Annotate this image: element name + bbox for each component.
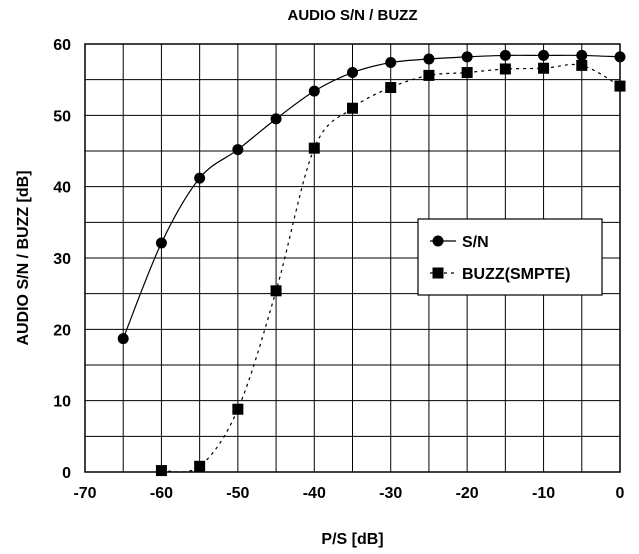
x-tick-label: -10 [532,485,555,502]
x-tick-label: -20 [456,485,479,502]
data-point [538,49,550,61]
data-point [308,142,320,154]
y-tick-label: 20 [53,322,71,339]
legend-label: BUZZ(SMPTE) [462,266,570,283]
data-point [385,82,397,94]
legend-box [417,218,603,296]
chart-title: AUDIO S/N / BUZZ [288,7,418,24]
x-tick-label: -70 [73,485,96,502]
legend-marker [432,267,444,279]
data-point [499,49,511,61]
legend-label: S/N [462,234,489,251]
data-point [232,144,244,156]
data-point [423,69,435,81]
legend-marker [432,235,444,247]
data-point [461,67,473,79]
data-point [155,465,167,477]
data-point [232,403,244,415]
data-point [423,53,435,65]
y-tick-label: 40 [53,180,71,197]
data-point [270,285,282,297]
data-point [538,62,550,74]
data-point [385,57,397,69]
y-axis-label: AUDIO S/N / BUZZ [dB] [15,170,32,345]
x-tick-label: -50 [226,485,249,502]
data-point [576,49,588,61]
data-point [155,237,167,249]
data-point [308,85,320,97]
data-point [270,113,282,125]
x-tick-label: 0 [616,485,625,502]
data-point [576,59,588,71]
x-tick-label: -40 [303,485,326,502]
x-tick-label: -30 [379,485,402,502]
data-point [347,102,358,114]
series-1 [117,49,626,345]
data-point [194,460,206,472]
x-axis-label: P/S [dB] [321,531,383,548]
plot-frame [84,43,621,473]
data-point [117,333,129,345]
y-tick-label: 10 [53,394,71,411]
x-tick-label: -60 [150,485,173,502]
y-tick-label: 50 [53,108,71,125]
legend: S/N BUZZ(SMPTE) [417,218,603,296]
tick-labels: -70 -60 -50 -40 -30 -20 -10 0 0 10 20 30 40 50 60 [53,37,624,502]
data-point [347,67,358,79]
data-point [461,51,473,63]
y-tick-label: 0 [62,465,71,482]
series-line [122,54,621,339]
data-point [499,63,511,75]
y-tick-label: 30 [53,251,71,268]
data-point [194,172,206,184]
y-tick-label: 60 [53,37,71,54]
